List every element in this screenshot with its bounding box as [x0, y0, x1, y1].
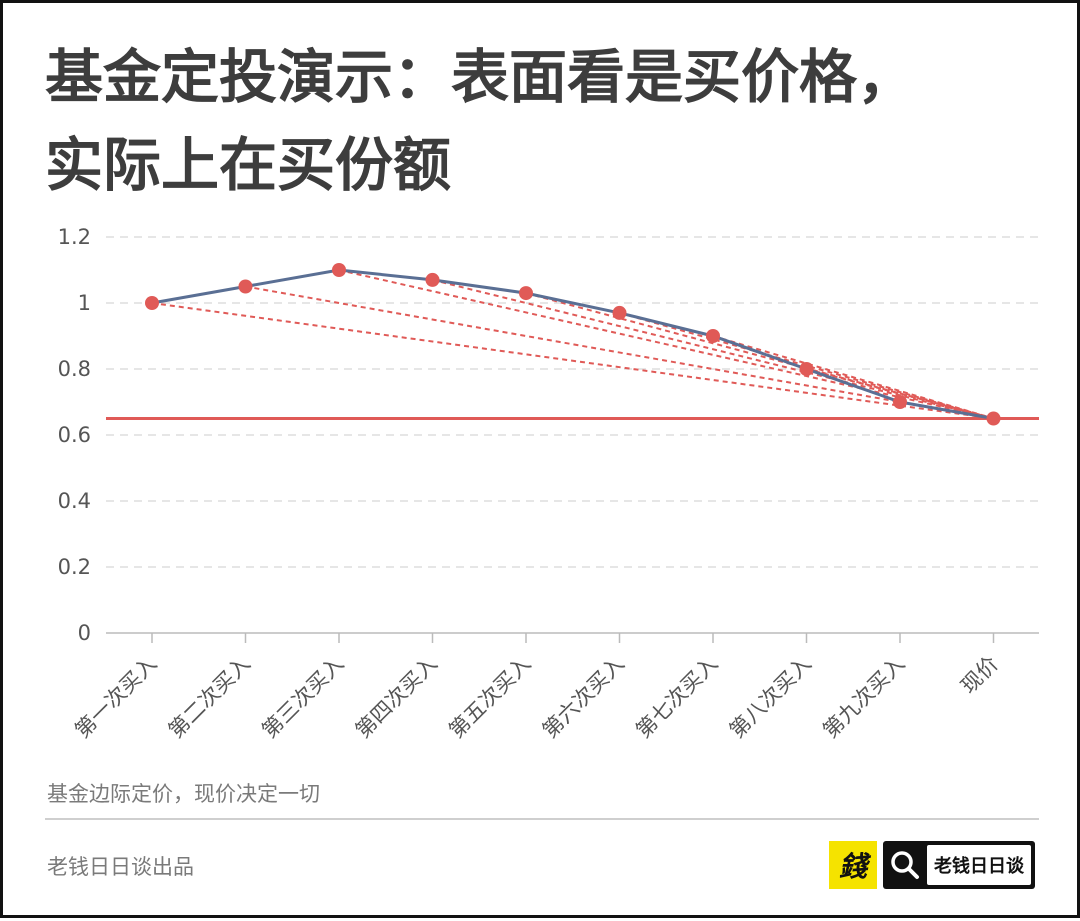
data-point	[986, 411, 1001, 426]
logo-glyph: 錢	[838, 850, 867, 883]
brand-logo: 錢	[829, 841, 877, 889]
data-point	[612, 305, 627, 320]
search-icon	[891, 851, 919, 879]
data-point	[145, 296, 159, 310]
data-point	[332, 263, 346, 277]
divider	[45, 818, 1039, 820]
data-point	[425, 272, 440, 287]
x-tick-label: 第四次买入	[351, 652, 442, 743]
x-tick-label: 第三次买入	[257, 652, 348, 743]
y-tick-label: 0.8	[58, 357, 91, 381]
x-tick-label: 第一次买入	[70, 652, 161, 743]
dashed-line-to-current	[245, 285, 994, 420]
title-line-2: 实际上在买份额	[45, 131, 452, 199]
y-tick-label: 0	[78, 621, 91, 645]
y-tick-label: 0.4	[58, 489, 91, 513]
producer-credit: 老钱日日谈出品	[47, 855, 194, 879]
dashed-line-to-current	[712, 335, 994, 420]
dashed-line-to-current	[338, 269, 994, 420]
data-point	[799, 362, 814, 376]
data-point	[706, 329, 720, 343]
x-tick-label: 现价	[956, 652, 1003, 699]
y-tick-label: 0.2	[58, 555, 91, 579]
dashed-line-to-current	[619, 311, 994, 420]
y-tick-label: 1.2	[58, 225, 91, 249]
title-line-1: 基金定投演示：表面看是买价格，	[45, 43, 916, 111]
y-tick-label: 1	[78, 291, 91, 315]
dashed-line-to-current	[151, 302, 994, 420]
chart-footnote: 基金边际定价，现价决定一切	[47, 782, 320, 806]
x-tick-label: 第六次买入	[538, 652, 629, 743]
line-chart: 0 0.2 0.4 0.6 0.8 1 1.2 第一次买入 第二次买入 第三次买入 第四次买入 第五次…	[58, 225, 1039, 743]
y-tick-label: 0.6	[58, 423, 91, 447]
data-point	[519, 286, 533, 301]
dashed-line-to-current	[432, 278, 994, 420]
chart-title: 基金定投演示：表面看是买价格， 实际上在买份额	[45, 33, 1045, 209]
price-series-line	[151, 268, 994, 420]
data-point	[238, 279, 253, 294]
x-tick-label: 第五次买入	[444, 652, 535, 743]
search-badge[interactable]: 老钱日日谈	[883, 841, 1035, 889]
data-point	[893, 395, 907, 409]
x-tick-label: 第八次买入	[725, 652, 816, 743]
x-tick-label: 第九次买入	[818, 652, 909, 743]
badge-label: 老钱日日谈	[927, 845, 1031, 885]
x-tick-label: 第七次买入	[631, 652, 722, 743]
x-tick-label: 第二次买入	[164, 652, 255, 743]
